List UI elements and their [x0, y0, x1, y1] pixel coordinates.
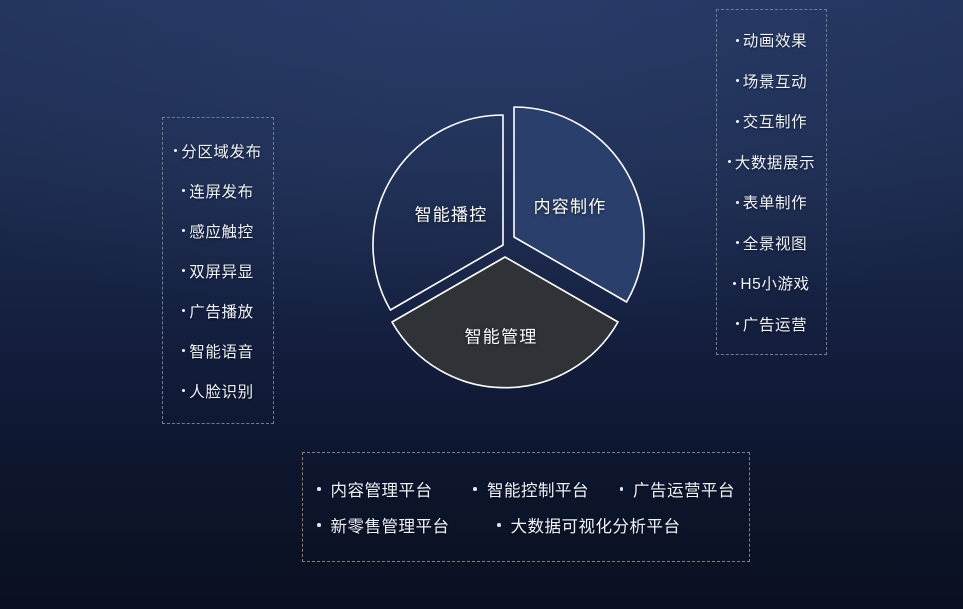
list-item[interactable]: 分区域发布: [163, 131, 273, 171]
list-item-label: 新零售管理平台: [330, 518, 450, 536]
bullet-icon: [735, 38, 739, 42]
bullet-icon: [182, 389, 186, 392]
list-item-label: 广告运营: [742, 316, 808, 334]
pie-diagram: 智能播控 内容制作 智能管理: [363, 95, 653, 395]
list-item-label: 全景视图: [742, 235, 808, 253]
list-item[interactable]: 场景互动: [717, 61, 826, 102]
list-item[interactable]: 广告运营平台: [619, 477, 736, 501]
list-item-label: 连屏发布: [189, 183, 254, 201]
list-item[interactable]: H5小游戏: [717, 263, 826, 304]
list-item-label: 场景互动: [742, 73, 808, 91]
platform-panel: 内容管理平台 智能控制平台 广告运营平台 新零售管理平台 大: [302, 452, 750, 562]
list-item[interactable]: 表单制作: [717, 182, 826, 223]
list-item-label: 双屏异显: [189, 263, 254, 281]
list-item-label: 人脸识别: [189, 383, 254, 401]
bullet-icon: [317, 523, 321, 527]
bullet-icon: [174, 149, 178, 152]
platform-row: 新零售管理平台 大数据可视化分析平台: [317, 513, 735, 537]
list-item-label: 智能控制平台: [486, 482, 589, 500]
list-item[interactable]: 连屏发布: [163, 171, 273, 211]
list-item-label: 交互制作: [742, 114, 808, 132]
list-item-label: 智能语音: [189, 343, 254, 361]
list-item-label: 动画效果: [742, 33, 808, 51]
bullet-icon: [182, 309, 186, 312]
bullet-icon: [733, 281, 737, 285]
bullet-icon: [182, 189, 186, 192]
list-item-label: H5小游戏: [740, 276, 810, 294]
pie-slice-intelligent-broadcast[interactable]: [372, 114, 504, 311]
pie-slice-intelligent-management[interactable]: [391, 256, 619, 389]
list-item[interactable]: 大数据展示: [717, 142, 826, 183]
list-item[interactable]: 广告播放: [163, 291, 273, 331]
list-item[interactable]: 新零售管理平台: [317, 513, 497, 537]
list-item[interactable]: 双屏异显: [163, 251, 273, 291]
bullet-icon: [735, 119, 739, 123]
bullet-icon: [735, 200, 739, 204]
bullet-icon: [735, 79, 739, 83]
list-item-label: 感应触控: [189, 223, 254, 241]
list-item[interactable]: 大数据可视化分析平台: [497, 513, 680, 537]
bullet-icon: [497, 523, 501, 527]
bullet-icon: [182, 229, 186, 232]
list-item[interactable]: 智能控制平台: [473, 477, 619, 501]
bullet-icon: [735, 322, 739, 326]
list-item[interactable]: 动画效果: [717, 20, 826, 61]
bullet-icon: [182, 349, 186, 352]
list-item[interactable]: 广告运营: [717, 304, 826, 345]
list-item-label: 广告播放: [189, 303, 254, 321]
list-item-label: 大数据展示: [734, 154, 816, 172]
list-item[interactable]: 感应触控: [163, 211, 273, 251]
list-item[interactable]: 人脸识别: [163, 371, 273, 411]
bullet-icon: [619, 487, 623, 491]
bullet-icon: [727, 160, 731, 164]
left-feature-panel: 分区域发布 连屏发布 感应触控 双屏异显 广告播放 智能语音: [162, 117, 274, 424]
bullet-icon: [473, 487, 477, 491]
list-item[interactable]: 交互制作: [717, 101, 826, 142]
list-item-label: 广告运营平台: [633, 482, 735, 500]
list-item-label: 表单制作: [742, 195, 808, 213]
right-feature-panel: 动画效果 场景互动 交互制作 大数据展示 表单制作 全景视图: [716, 9, 827, 355]
list-item-label: 分区域发布: [181, 143, 262, 161]
list-item[interactable]: 全景视图: [717, 223, 826, 264]
pie-slice-content-production[interactable]: [513, 106, 645, 303]
platform-row: 内容管理平台 智能控制平台 广告运营平台: [317, 477, 735, 501]
bullet-icon: [317, 487, 321, 491]
bullet-icon: [182, 269, 186, 272]
list-item[interactable]: 智能语音: [163, 331, 273, 371]
list-item[interactable]: 内容管理平台: [317, 477, 473, 501]
list-item-label: 大数据可视化分析平台: [510, 518, 681, 536]
list-item-label: 内容管理平台: [330, 482, 433, 500]
bullet-icon: [735, 241, 739, 245]
